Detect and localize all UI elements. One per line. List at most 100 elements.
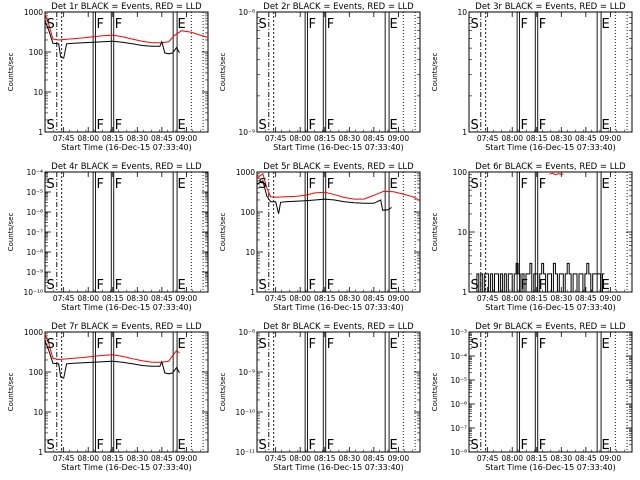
y-axis-label: Counts/sec — [431, 53, 439, 92]
x-tick-label: 08:45 — [575, 454, 597, 463]
phase-marker-label: E — [390, 177, 398, 192]
x-tick-label: 08:15 — [314, 454, 336, 463]
x-tick-label: 08:15 — [314, 294, 336, 303]
x-tick-label: 07:45 — [53, 454, 75, 463]
y-axis-label: Counts/sec — [219, 373, 227, 412]
x-tick-label: 08:45 — [363, 134, 385, 143]
chart-panel-5: Det 5r BLACK = Events, RED = LLD 1 10 100 10… — [219, 162, 421, 312]
x-tick-label: 08:00 — [77, 134, 99, 143]
chart-panel-3: Det 3r BLACK = Events, RED = LLD 1 10 07:45… — [431, 2, 633, 152]
x-tick-label: 08:30 — [126, 294, 148, 303]
x-tick-label: 09:00 — [388, 454, 410, 463]
y-tick-label: 10⁻⁸ — [450, 448, 467, 457]
y-tick-label: 10⁻⁸ — [238, 328, 255, 337]
phase-marker-label: F — [539, 438, 546, 453]
x-tick-label: 08:15 — [102, 134, 124, 143]
phase-marker-label: F — [97, 337, 104, 352]
x-axis-label: Start Time (16-Dec-15 07:33:40) — [61, 143, 192, 152]
y-tick-label: 10 — [245, 248, 255, 257]
x-tick-label: 08:30 — [126, 134, 148, 143]
phase-marker-label: F — [97, 278, 104, 293]
phase-marker-label: F — [539, 17, 546, 32]
series-line-1 — [44, 13, 209, 44]
phase-marker-label: F — [115, 17, 122, 32]
y-tick-label: 1 — [462, 128, 467, 137]
x-tick-label: 07:45 — [53, 294, 75, 303]
phase-marker-label: E — [390, 118, 398, 133]
phase-marker-label: S — [470, 438, 478, 453]
x-tick-label: 08:00 — [77, 454, 99, 463]
x-tick-label: 08:00 — [501, 134, 523, 143]
phase-marker-label: S — [46, 17, 54, 32]
chart-title: Det 7r BLACK = Events, RED = LLD — [51, 322, 202, 332]
phase-marker-label: S — [46, 337, 54, 352]
y-tick-label: 10⁻⁹ — [26, 268, 43, 277]
phase-marker-label: E — [178, 337, 186, 352]
y-tick-label: 1 — [38, 448, 43, 457]
y-axis-label: Counts/sec — [7, 53, 15, 92]
x-tick-label: 08:30 — [550, 134, 572, 143]
phase-marker-label: F — [521, 337, 528, 352]
phase-marker-label: F — [309, 337, 316, 352]
phase-marker-label: S — [46, 278, 54, 293]
x-tick-label: 07:45 — [265, 134, 287, 143]
x-tick-label: 09:00 — [600, 134, 622, 143]
phase-marker-label: F — [327, 337, 334, 352]
phase-marker-label: S — [46, 177, 54, 192]
y-tick-label: 10⁻¹⁰ — [23, 288, 43, 297]
phase-marker-label: S — [258, 438, 266, 453]
phase-marker-label: F — [539, 118, 546, 133]
series-line-2 — [44, 20, 180, 59]
series-line-1 — [256, 172, 421, 202]
y-tick-label: 1000 — [236, 168, 255, 177]
phase-marker-label: S — [470, 17, 478, 32]
chart-title: Det 3r BLACK = Events, RED = LLD — [475, 2, 626, 12]
x-tick-label: 08:15 — [526, 294, 548, 303]
phase-marker-label: F — [115, 438, 122, 453]
x-tick-label: 08:45 — [575, 294, 597, 303]
chart-title: Det 9r BLACK = Events, RED = LLD — [475, 322, 626, 332]
phase-marker-label: F — [327, 438, 334, 453]
y-axis-label: Counts/sec — [219, 53, 227, 92]
chart-panel-4: Det 4r BLACK = Events, RED = LLD 10⁻¹⁰ 10⁻… — [7, 162, 209, 312]
phase-marker-label: F — [521, 278, 528, 293]
x-tick-label: 09:00 — [176, 134, 198, 143]
phase-marker-label: E — [390, 17, 398, 32]
phase-marker-label: E — [178, 17, 186, 32]
series-line-2 — [474, 262, 605, 293]
x-tick-label: 08:45 — [151, 134, 173, 143]
y-tick-label: 10⁻⁷ — [26, 228, 43, 237]
x-tick-label: 07:45 — [53, 134, 75, 143]
x-tick-label: 08:30 — [338, 454, 360, 463]
phase-marker-label: F — [539, 278, 546, 293]
plot-frame — [44, 11, 209, 133]
phase-marker-label: F — [309, 177, 316, 192]
phase-marker-label: F — [115, 177, 122, 192]
phase-marker-label: F — [115, 337, 122, 352]
phase-marker-label: F — [327, 177, 334, 192]
y-axis-label: Counts/sec — [7, 373, 15, 412]
phase-marker-label: F — [521, 438, 528, 453]
phase-marker-label: F — [309, 17, 316, 32]
phase-marker-label: S — [470, 177, 478, 192]
y-axis-label: Counts/sec — [431, 213, 439, 252]
phase-marker-label: F — [521, 177, 528, 192]
phase-marker-label: F — [539, 177, 546, 192]
x-tick-label: 08:00 — [77, 294, 99, 303]
phase-marker-label: E — [178, 438, 186, 453]
x-tick-label: 08:45 — [151, 294, 173, 303]
phase-marker-label: F — [521, 17, 528, 32]
phase-marker-label: F — [327, 118, 334, 133]
y-axis-label: Counts/sec — [219, 213, 227, 252]
x-tick-label: 09:00 — [176, 294, 198, 303]
y-tick-label: 100 — [241, 208, 256, 217]
y-tick-label: 1 — [250, 288, 255, 297]
phase-marker-label: S — [470, 278, 478, 293]
x-tick-label: 07:45 — [477, 454, 499, 463]
phase-marker-label: S — [258, 337, 266, 352]
phase-marker-label: F — [97, 438, 104, 453]
x-axis-label: Start Time (16-Dec-15 07:33:40) — [485, 303, 616, 312]
y-axis-label: Counts/sec — [431, 373, 439, 412]
y-tick-label: 10⁻⁸ — [238, 8, 255, 17]
x-tick-label: 09:00 — [176, 454, 198, 463]
